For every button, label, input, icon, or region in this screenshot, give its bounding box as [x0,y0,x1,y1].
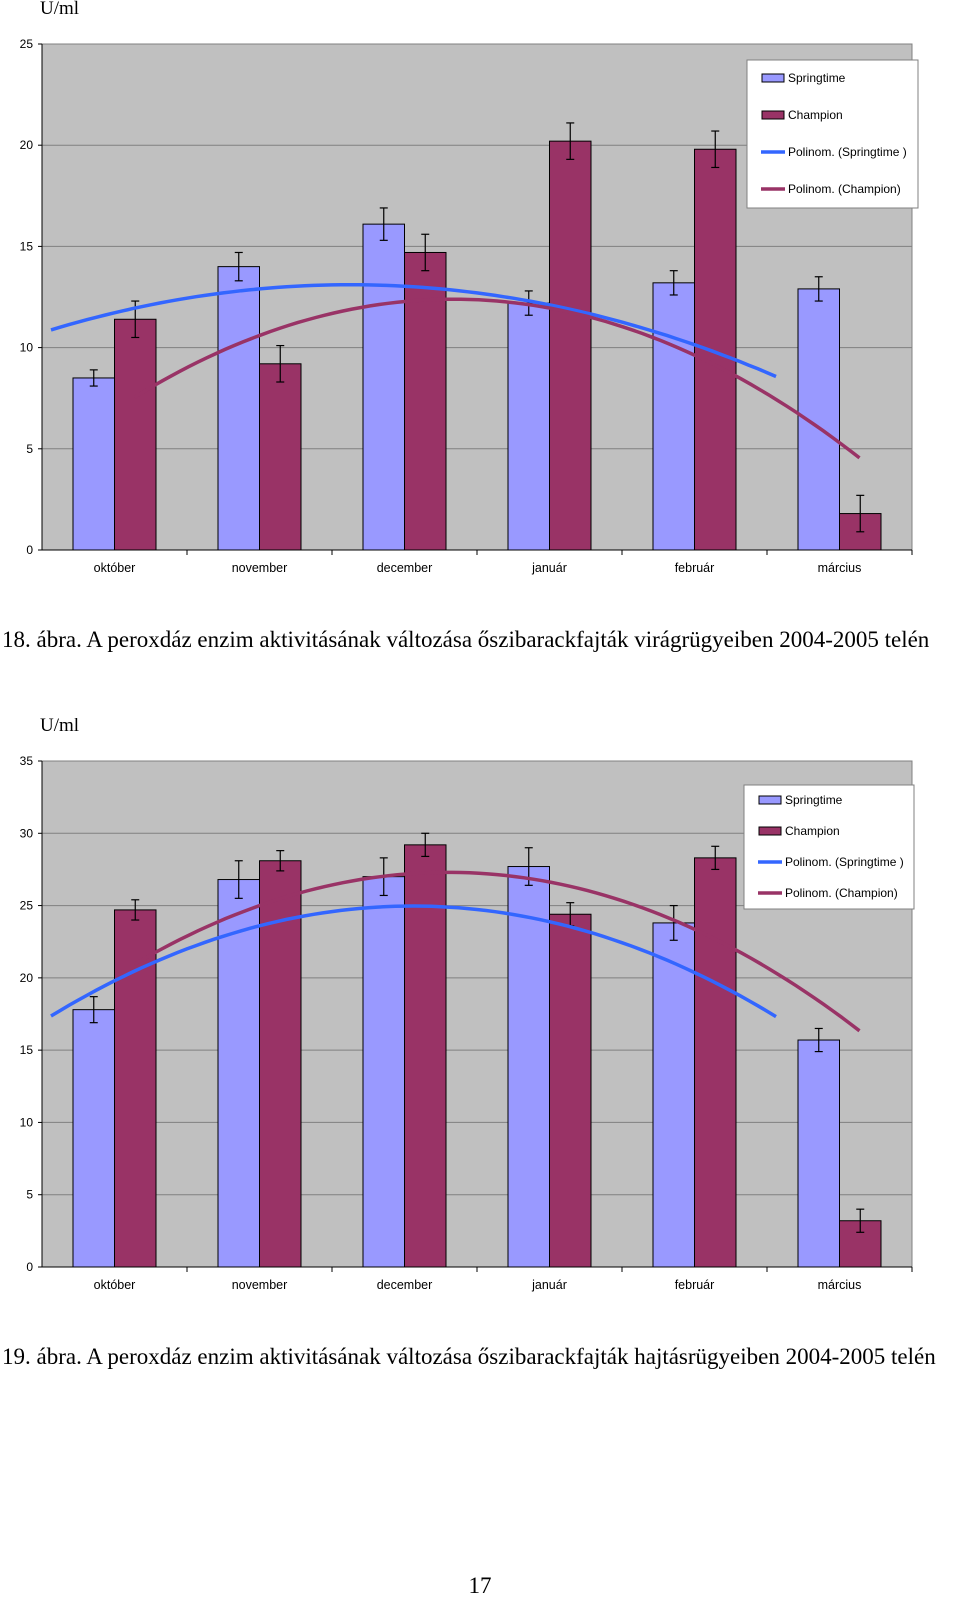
x-tick-label: február [675,561,715,575]
y-tick-label: 20 [20,971,34,985]
y-tick-label: 0 [26,1260,33,1274]
chart-1: 0 5 10 15 20 25 U/ml október november december jan… [20,0,919,575]
legend-champion-label: Champion [785,824,840,838]
legend-springtime-label: Springtime [785,793,843,807]
bar-champion [694,857,737,1268]
error-bar [276,344,285,383]
y-tick-label: 5 [26,442,33,456]
legend-springtime-swatch [758,795,782,805]
y-tick-label: 5 [26,1188,33,1202]
bar-springtime [72,377,115,551]
error-bar [814,1027,823,1053]
error-bar [856,494,865,533]
legend-champion-label: Champion [788,108,843,122]
bar-champion [404,844,447,1268]
y-tick-label: 0 [26,543,33,557]
y-tick-label: 10 [20,341,34,355]
error-bar [711,130,720,169]
bar-springtime [362,223,405,551]
y-tick-label: 35 [20,754,34,768]
error-bar [276,850,285,872]
legend-springtime-label: Springtime [788,71,846,85]
x-tick-label: november [232,561,288,575]
trendline-champion [133,870,861,1033]
trendline-champion [133,297,861,460]
bar-champion [114,318,157,551]
error-bar [89,996,98,1024]
y-tick-label: 15 [20,239,34,253]
error-bar [89,369,98,387]
y-tick-label: 15 [20,1043,34,1057]
error-bar [234,860,243,899]
bar-springtime [72,1009,115,1268]
x-tick-label: január [531,561,567,575]
figure-caption-18: 18. ábra. A peroxdáz enzim aktivitásának… [2,627,930,652]
chart-2: 0 5 10 15 20 25 30 35 U/ml október november decembe… [20,718,915,1292]
legend-polinom-springtime-label: Polinom. (Springtime ) [788,145,907,159]
bar-champion [549,140,592,551]
figure-caption-19: 19. ábra. A peroxdáz enzim aktivitásának… [2,1344,936,1369]
page-number: 17 [468,1573,492,1598]
error-bar [421,233,430,272]
legend-polinom-springtime-label: Polinom. (Springtime ) [785,855,904,869]
error-bar [669,270,678,296]
legend-springtime-swatch [761,73,785,83]
bar-champion [259,860,302,1268]
bar-springtime [652,282,695,551]
error-bar [856,1208,865,1233]
bar-springtime [217,879,260,1268]
bar-champion [694,148,737,551]
y-axis-label: U/ml [40,0,79,19]
legend-box [743,784,915,910]
x-tick-label: március [818,561,862,575]
bar-springtime [217,266,260,551]
legend-champion-swatch [761,110,785,120]
error-bar [669,904,678,941]
x-tick-label: november [232,1278,288,1292]
bar-springtime [652,922,695,1268]
y-tick-label: 20 [20,138,34,152]
x-tick-label: január [531,1278,567,1292]
error-bar [234,251,243,282]
x-tick-label: február [675,1278,715,1292]
error-bar [421,832,430,858]
x-tick-label: december [377,1278,433,1292]
y-tick-label: 25 [20,37,34,51]
x-tick-label: október [94,1278,136,1292]
bar-springtime [797,1039,840,1268]
bar-springtime [507,866,550,1268]
x-tick-label: március [818,1278,862,1292]
legend-box [746,59,919,209]
bar-champion [549,913,592,1268]
y-axis-label: U/ml [40,718,79,736]
x-tick-label: október [94,561,136,575]
error-bar [711,845,720,871]
x-tick-label: december [377,561,433,575]
bar-champion [259,363,302,551]
legend-polinom-champion-label: Polinom. (Champion) [785,886,898,900]
error-bar [379,207,388,241]
y-tick-label: 30 [20,826,34,840]
bar-springtime [507,302,550,551]
trendline-springtime [50,283,777,379]
legend-champion-swatch [758,826,782,836]
trendline-springtime [50,904,777,1019]
error-bar [566,122,575,160]
legend-polinom-champion-label: Polinom. (Champion) [788,182,901,196]
error-bar [131,899,140,921]
error-bar [814,276,823,302]
bar-springtime [362,876,405,1268]
bar-champion [404,251,447,551]
y-tick-label: 25 [20,899,34,913]
y-tick-label: 10 [20,1115,34,1129]
